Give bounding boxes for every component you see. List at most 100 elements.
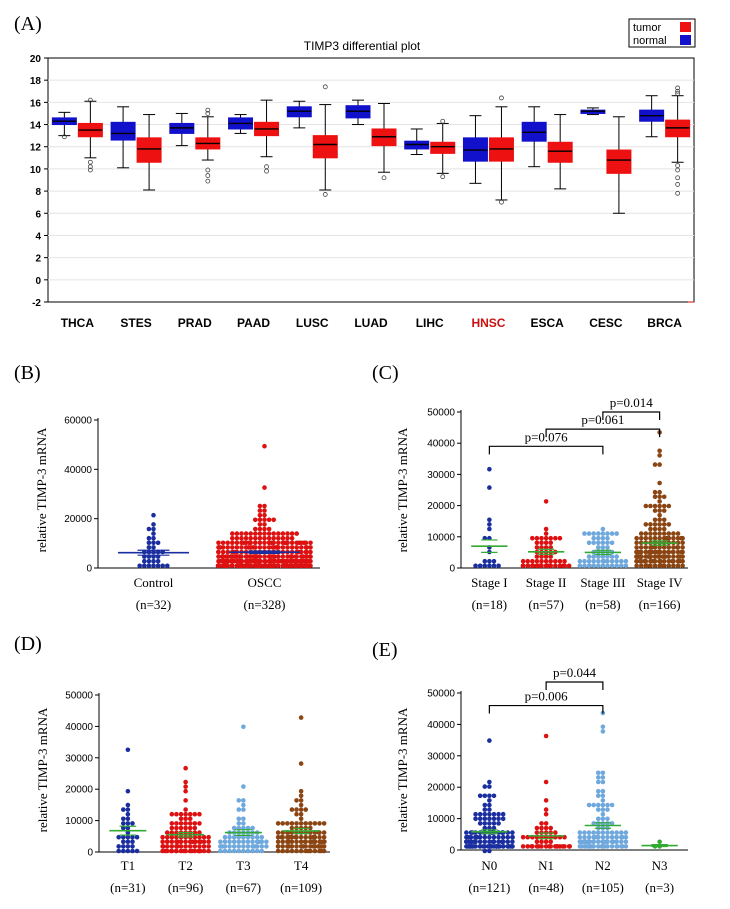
dot-c-stage-iii (586, 531, 592, 536)
dot-d-t4 (298, 715, 304, 720)
dot-d-t2 (169, 834, 175, 840)
dot-c-stage-iii (609, 540, 615, 546)
dot-e-n2 (595, 788, 601, 794)
dot-b-oscc (220, 554, 226, 559)
dot-b-oscc (304, 545, 310, 550)
chart-a-xlabel-stes: STES (120, 316, 151, 330)
dot-b-oscc (262, 540, 267, 546)
dot-d-t1 (120, 821, 126, 826)
dot-c-stage-iii (605, 540, 610, 546)
dot-b-oscc (300, 563, 305, 569)
dot-b-oscc (296, 563, 302, 569)
dot-b-oscc (253, 558, 259, 564)
dot-c-stage-ii (548, 540, 554, 546)
dot-d-t4 (289, 825, 295, 831)
dot-e-n2 (618, 839, 624, 845)
dot-c-stage-iv (634, 563, 639, 569)
dot-b-oscc (262, 531, 267, 536)
chart-a-xlabel-hnsc: HNSC (471, 316, 505, 330)
dot-d-t3 (227, 839, 232, 845)
dot-e-n2 (586, 844, 592, 849)
dot-e-n2 (591, 802, 596, 808)
chart-a-ytick-label: 12 (30, 143, 42, 154)
dot-e-n0 (473, 816, 478, 822)
dot-e-n2 (614, 844, 620, 849)
dot-c-stage-i (487, 466, 492, 472)
dot-c-stage-iii (586, 554, 592, 559)
dot-e-n2 (577, 830, 583, 835)
dot-d-t1 (125, 747, 131, 753)
chart-c-pvalue: p=0.014 (610, 395, 654, 410)
dot-b-oscc (229, 563, 235, 569)
dot-b-oscc (304, 563, 310, 569)
dot-d-t1 (125, 811, 131, 817)
dot-b-oscc (270, 545, 276, 550)
dot-e-n0 (500, 811, 506, 817)
dot-d-t3 (245, 844, 251, 849)
box-outlier-normal (61, 134, 67, 140)
dot-d-t3 (218, 848, 223, 854)
chart-e-xlabel: N3 (652, 858, 668, 873)
box-outlier-tumor (675, 85, 681, 91)
dot-c-stage-iv (634, 545, 639, 550)
dot-c-stage-iv (652, 554, 658, 559)
dot-d-t4 (298, 788, 304, 794)
panel-label-a: (A) (14, 13, 42, 35)
dot-d-t4 (318, 848, 324, 854)
dot-d-t2 (174, 834, 179, 840)
dot-e-n1 (543, 798, 549, 803)
dot-b-oscc (266, 517, 272, 523)
dot-d-t3 (254, 848, 260, 854)
dot-b-oscc (262, 503, 267, 509)
dot-d-t4 (298, 848, 304, 854)
chart-d-ylabel: relative TIMP-3 mRNA (35, 707, 50, 832)
dot-b-oscc (220, 549, 226, 555)
box-tumor-lihc (430, 141, 456, 154)
dot-d-t2 (178, 811, 184, 817)
dot-d-t3 (264, 839, 269, 845)
dot-c-stage-i (487, 485, 492, 490)
dot-b-control (151, 563, 156, 569)
dot-b-oscc (262, 522, 267, 527)
dot-e-n2 (583, 839, 589, 845)
dot-c-stage-iv (666, 563, 672, 569)
dot-e-n0 (482, 807, 488, 812)
chart-b-count-label: (n=328) (244, 597, 286, 612)
dot-e-n0 (487, 738, 492, 743)
dot-b-oscc (293, 554, 299, 559)
dot-c-stage-iv (666, 531, 672, 536)
dot-b-oscc (262, 545, 267, 550)
dot-d-t4 (294, 844, 299, 849)
dot-e-n2 (600, 788, 606, 794)
dot-d-t2 (160, 834, 165, 840)
dot-d-t1 (116, 834, 121, 840)
dot-c-stage-ii (557, 558, 563, 564)
dot-e-n0 (500, 834, 506, 840)
dot-b-oscc (247, 554, 253, 559)
dot-c-stage-iv (657, 517, 662, 523)
dot-b-oscc (271, 531, 277, 536)
chart-c-xlabel: Stage I (471, 575, 507, 590)
dot-e-n2 (595, 839, 601, 845)
dot-e-n1 (554, 844, 560, 849)
dot-e-n2 (605, 802, 610, 808)
dot-c-stage-iv (657, 545, 662, 550)
dot-d-t2 (174, 825, 179, 831)
dot-b-oscc (251, 545, 256, 550)
dot-c-stage-iv (671, 535, 676, 541)
panel-label-e: (E) (372, 639, 398, 661)
dot-e-n1 (548, 839, 554, 845)
dot-e-n2 (586, 834, 592, 840)
dot-b-control (146, 563, 152, 569)
chart-d-count-label: (n=31) (110, 880, 146, 895)
dot-c-stage-iv (648, 503, 653, 509)
dot-d-t2 (197, 844, 202, 849)
dot-c-stage-ii (539, 535, 544, 541)
dot-d-t3 (250, 848, 255, 854)
dot-c-stage-ii (562, 563, 567, 569)
dot-d-t2 (206, 834, 211, 840)
dot-d-t2 (183, 784, 188, 789)
dot-b-oscc (253, 540, 258, 546)
dot-b-oscc (234, 545, 240, 550)
dot-e-n0 (465, 844, 471, 849)
